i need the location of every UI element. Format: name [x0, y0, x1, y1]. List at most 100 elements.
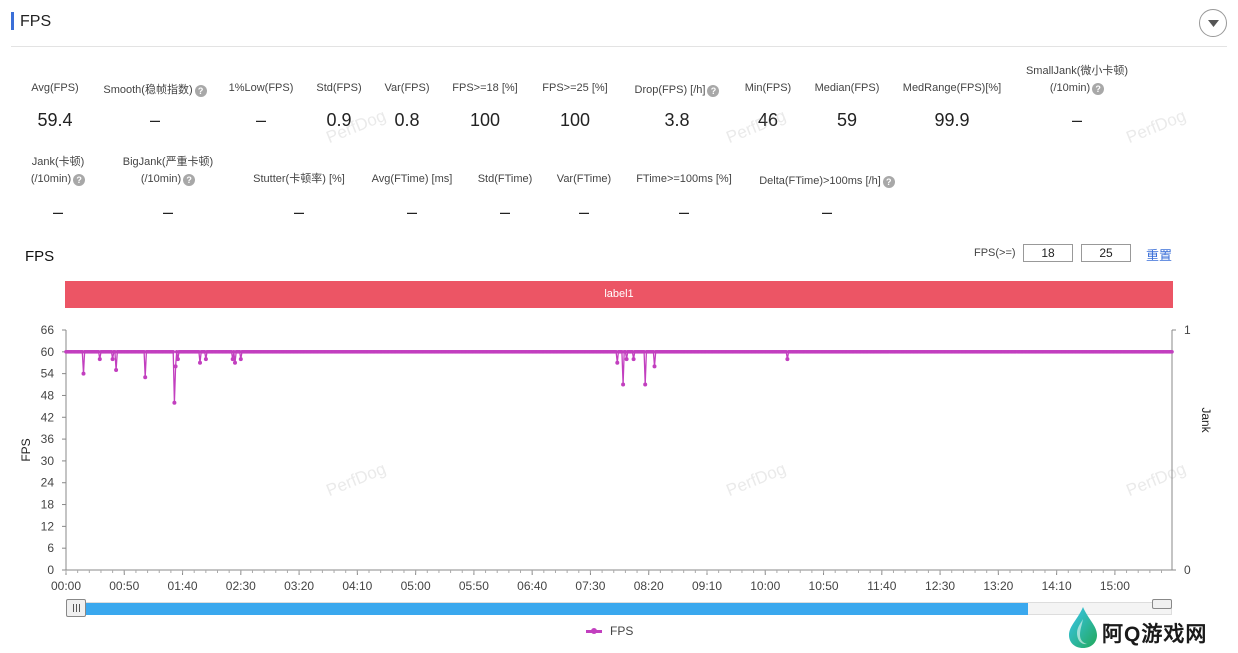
panel-title: FPS	[20, 13, 52, 30]
x-tick-label: 11:40	[867, 579, 896, 593]
metric-label: Median(FPS)	[814, 82, 880, 94]
legend-line-marker-icon	[586, 628, 602, 635]
metric-metrics_row1-3: Std(FPS) 0.9	[264, 80, 414, 140]
y-tick-label: 60	[41, 345, 55, 359]
header-divider	[11, 46, 1227, 47]
metric-value: –	[821, 202, 832, 222]
metric-label: Drop(FPS) [/h]	[634, 84, 706, 96]
data-point-dip	[110, 357, 115, 362]
help-icon[interactable]: ?	[73, 174, 86, 186]
legend-label: FPS	[610, 624, 634, 638]
y-tick-label: 30	[41, 454, 55, 468]
metric-value: 0.8	[394, 110, 420, 130]
data-point-dip	[143, 375, 148, 380]
segment-label-band[interactable]: label1	[65, 281, 1173, 308]
x-tick-label: 14:10	[1042, 579, 1072, 593]
help-icon[interactable]: ?	[707, 85, 720, 97]
x-tick-label: 15:00	[1100, 579, 1130, 593]
grip-icon	[73, 604, 80, 612]
metric-value: –	[1071, 110, 1082, 130]
y-tick-label: 6	[47, 541, 54, 555]
data-point-dip	[785, 357, 790, 362]
metric-label-unit: (/10min)?	[1002, 80, 1152, 97]
metric-metrics_row1-6: FPS>=25 [%] 100	[500, 80, 650, 140]
metric-label: Stutter(卡顿率) [%]	[253, 173, 345, 185]
metric-value: –	[52, 202, 63, 222]
x-tick-label: 10:00	[750, 579, 780, 593]
metric-metrics_row1-1: Smooth(稳帧指数)? –	[80, 80, 230, 140]
metric-value: 100	[559, 110, 591, 130]
panel-header: FPS	[0, 0, 1238, 47]
x-tick-label: 03:20	[284, 579, 314, 593]
fps-threshold-1-input[interactable]	[1023, 244, 1073, 262]
y2-tick-label: 0	[1184, 563, 1191, 577]
legend-item-fps[interactable]: FPS	[586, 624, 633, 638]
metric-label: Smooth(稳帧指数)	[103, 84, 193, 96]
y-tick-label: 12	[41, 519, 55, 533]
metric-label: Avg(FTime) [ms]	[371, 173, 453, 185]
data-point-dip	[175, 357, 180, 362]
metric-label: FPS>=18 [%]	[452, 82, 518, 94]
metric-value: –	[578, 202, 589, 222]
metric-label-unit: (/10min)?	[0, 171, 133, 188]
y2-axis-label: Jank	[1199, 407, 1213, 433]
help-icon[interactable]: ?	[183, 174, 196, 186]
data-point-dip	[621, 382, 626, 387]
metric-metrics_row1-5: FPS>=18 [%] 100	[410, 80, 560, 140]
metric-unit-text: (/10min)	[140, 173, 182, 185]
range-slider-selection[interactable]	[76, 603, 1028, 615]
y-tick-label: 18	[41, 498, 55, 512]
y-tick-label: 36	[41, 432, 55, 446]
help-icon[interactable]: ?	[194, 85, 207, 97]
metric-metrics_row1-10: MedRange(FPS)[%] 99.9	[877, 80, 1027, 140]
data-point-dip	[643, 382, 648, 387]
y-tick-label: 0	[47, 563, 54, 577]
metric-label: Std(FPS)	[316, 82, 362, 94]
metric-unit-text: (/10min)	[30, 173, 72, 185]
x-tick-label: 13:20	[983, 579, 1013, 593]
metric-value: 59	[836, 110, 858, 130]
collapse-toggle-button[interactable]	[1199, 9, 1227, 37]
help-icon[interactable]: ?	[882, 176, 895, 188]
metric-label: Var(FTime)	[556, 173, 612, 185]
caret-down-icon	[1208, 20, 1219, 27]
metric-value: –	[499, 202, 510, 222]
site-logo: 阿Q游戏网	[1066, 605, 1206, 653]
x-tick-label: 00:00	[51, 579, 81, 593]
data-point-dip	[624, 357, 629, 362]
data-point-dip	[81, 371, 86, 376]
x-tick-label: 07:30	[575, 579, 605, 593]
metric-label: Std(FTime)	[477, 173, 533, 185]
metric-metrics_row1-7: Drop(FPS) [/h]? 3.8	[602, 80, 752, 140]
range-slider-left-handle[interactable]	[66, 599, 86, 617]
metric-value: 59.4	[37, 110, 73, 130]
metric-value: 0.9	[326, 110, 352, 130]
reset-button[interactable]: 重置	[1146, 248, 1173, 263]
metric-value: –	[149, 110, 160, 130]
x-tick-label: 05:00	[401, 579, 431, 593]
data-point-dip	[233, 360, 237, 365]
metric-metrics_row2-0: Jank(卡顿) (/10min)? –	[0, 154, 133, 222]
x-tick-label: 05:50	[459, 579, 489, 593]
y-tick-label: 24	[41, 476, 55, 490]
metric-metrics_row1-4: Var(FPS) 0.8	[332, 80, 482, 140]
metric-metrics_row2-6: FTime>=100ms [%] –	[609, 171, 759, 231]
metric-label: Min(FPS)	[744, 82, 792, 94]
metric-label: Avg(FPS)	[31, 82, 79, 94]
x-tick-label: 01:40	[168, 579, 198, 593]
metric-value: 3.8	[664, 110, 690, 130]
metric-metrics_row2-4: Std(FTime) –	[430, 171, 580, 231]
data-point-dip	[172, 400, 177, 405]
metric-metrics_row2-7: Delta(FTime)>100ms [/h]? –	[752, 171, 902, 231]
y-tick-label: 66	[41, 323, 55, 337]
x-tick-label: 00:50	[109, 579, 139, 593]
help-icon[interactable]: ?	[1092, 83, 1105, 95]
data-point-dip	[198, 360, 202, 365]
metric-metrics_row2-5: Var(FTime) –	[509, 171, 659, 231]
data-point-dip	[173, 364, 178, 369]
fps-threshold-2-input[interactable]	[1081, 244, 1131, 262]
x-tick-label: 02:30	[226, 579, 256, 593]
range-slider-right-handle[interactable]	[1152, 599, 1172, 609]
metric-value: –	[255, 110, 266, 130]
metric-value: –	[406, 202, 417, 222]
